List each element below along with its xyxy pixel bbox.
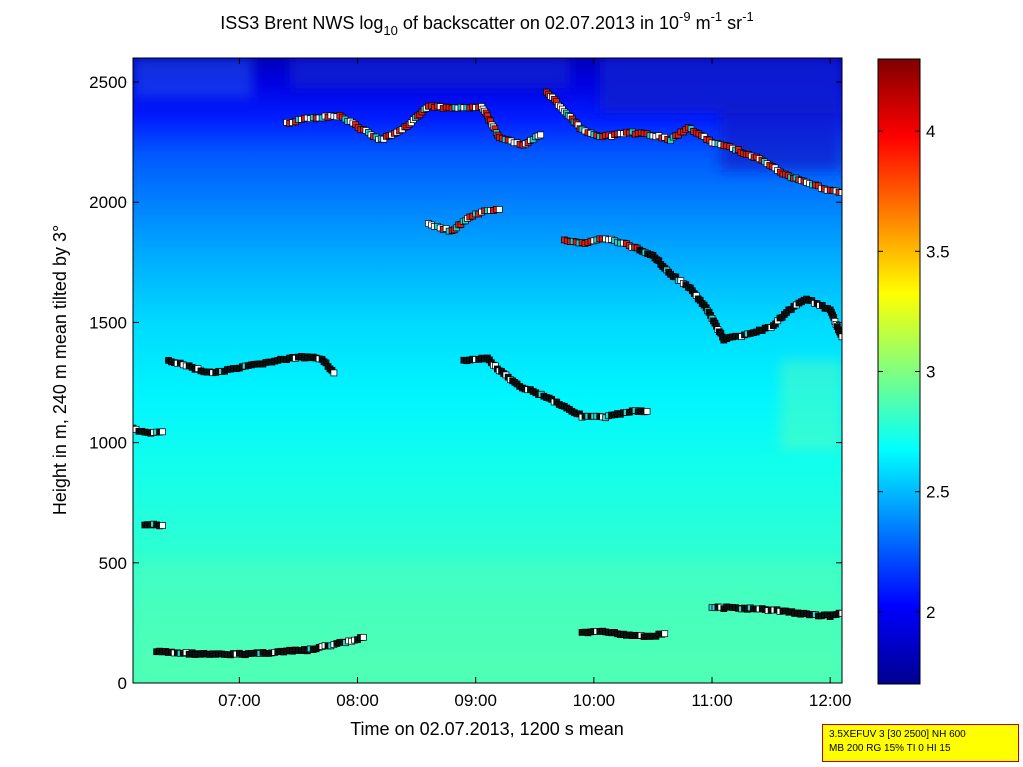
x-tick-label: 09:00 <box>454 691 497 710</box>
layer-upper-layer-a <box>425 205 503 235</box>
layer-marker <box>838 189 842 196</box>
colorbar-tick-label: 3.5 <box>926 242 950 261</box>
layer-cloud-top-a <box>283 102 545 149</box>
layer-marker <box>643 408 651 415</box>
layer-upper-layer-b <box>560 235 842 344</box>
layer-marker <box>661 630 669 638</box>
chart-title: ISS3 Brent NWS log10 of backscatter on 0… <box>220 9 753 38</box>
plot-area <box>133 58 842 683</box>
x-axis: 07:00 08:00 09:00 10:00 11:00 12:00 <box>218 58 851 710</box>
x-axis-label: Time on 02.07.2013, 1200 s mean <box>350 719 624 739</box>
colorbar-tick-label: 2 <box>926 603 935 622</box>
colorbar-tick-label: 2.5 <box>926 483 950 502</box>
layer-marker <box>838 333 842 341</box>
x-tick-label: 11:00 <box>691 691 732 710</box>
y-axis-label: Height in m, 240 m mean tilted by 3° <box>50 225 70 515</box>
layer-surface-layer-3 <box>708 603 842 620</box>
layer-marker <box>159 428 166 436</box>
colorbar-ticks: 2 2.5 3 3.5 4 <box>878 122 950 622</box>
field-patch <box>780 360 842 450</box>
cloud-layer-markers <box>133 88 842 659</box>
layer-marker <box>159 522 166 529</box>
x-tick-label: 12:00 <box>809 691 852 710</box>
y-tick-label: 1000 <box>89 434 127 453</box>
layer-marker <box>537 131 545 139</box>
layer-boundary-layer-b <box>460 354 651 422</box>
plot-frame <box>132 57 843 684</box>
layer-marker <box>838 609 842 617</box>
layer-boundary-layer-a <box>165 353 338 377</box>
layer-marker <box>495 206 503 213</box>
colorbar: 2 2.5 3 3.5 4 <box>877 58 950 685</box>
x-tick-label: 08:00 <box>336 691 379 710</box>
field-patch <box>133 58 253 98</box>
field-patch <box>290 58 570 88</box>
y-tick-label: 2000 <box>89 193 127 212</box>
layer-morning-layer <box>133 424 166 437</box>
layer-marker <box>330 369 338 377</box>
colorbar-tick-label: 4 <box>926 122 935 141</box>
y-tick-label: 0 <box>118 674 127 693</box>
info-line-2: MB 200 RG 15% TI 0 HI 15 <box>829 743 951 754</box>
colorbar-tick-label: 3 <box>926 363 935 382</box>
y-tick-label: 1500 <box>89 313 127 332</box>
y-axis: 0 500 1000 1500 2000 2500 <box>89 73 842 693</box>
layer-cloud-top-b <box>543 88 842 196</box>
field-patch <box>133 560 842 683</box>
x-tick-label: 07:00 <box>218 691 261 710</box>
processing-info-box: 3.5XEFUV 3 [30 2500] NH 600 MB 200 RG 15… <box>822 724 1019 762</box>
y-tick-label: 500 <box>99 554 127 573</box>
field-patch <box>720 100 842 170</box>
y-tick-label: 2500 <box>89 73 127 92</box>
layer-low-layer <box>141 520 166 530</box>
colorbar-scale <box>877 58 921 685</box>
x-tick-label: 10:00 <box>573 691 616 710</box>
layer-surface-layer <box>153 633 367 659</box>
info-line-1: 3.5XEFUV 3 [30 2500] NH 600 <box>829 729 966 740</box>
field-patches <box>133 58 842 683</box>
layer-surface-layer-2 <box>578 627 669 640</box>
layer-marker <box>360 633 367 641</box>
